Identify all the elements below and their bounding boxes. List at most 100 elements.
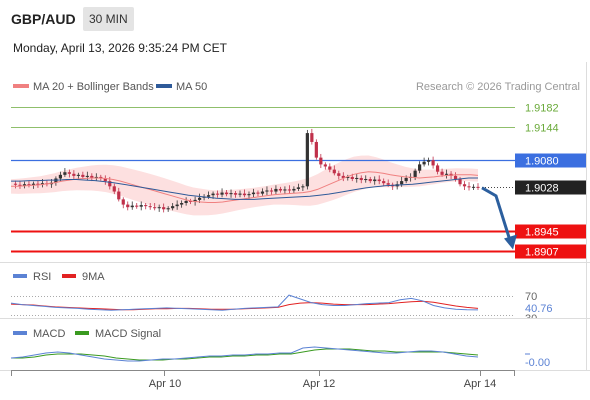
rsi-legend-label: RSI <box>33 271 51 283</box>
candle-body <box>346 176 350 178</box>
candle-body <box>422 161 426 165</box>
x-tick-label: Apr 10 <box>149 378 181 390</box>
candle-body <box>157 207 161 209</box>
candle-body <box>386 183 390 185</box>
candle-body <box>18 184 22 186</box>
candle-body <box>180 203 184 205</box>
candle-body <box>215 193 220 195</box>
rsi-line <box>10 294 479 311</box>
candle-body <box>184 200 188 204</box>
candle-body <box>197 197 202 200</box>
candle-body <box>305 133 309 187</box>
candle-body <box>368 179 372 182</box>
pair-title: GBP/AUD <box>11 11 76 27</box>
candle-body <box>206 195 211 197</box>
rsi-70-label: 70 <box>525 291 537 303</box>
candle-body <box>117 191 121 200</box>
candle-body <box>364 179 368 181</box>
macd-signal-legend-swatch <box>75 331 89 335</box>
candle-body <box>166 208 170 210</box>
candle-body <box>377 179 381 182</box>
candle-body <box>296 187 300 189</box>
candle-body <box>220 192 224 195</box>
candle-body <box>283 189 287 191</box>
forecast-arrow-shaft <box>481 186 512 241</box>
candle-body <box>126 204 130 208</box>
candle-body <box>224 192 229 195</box>
candle-body <box>400 181 404 185</box>
timeframe-button[interactable]: 30 MIN <box>83 7 134 31</box>
ma50-line <box>11 177 478 200</box>
candle-body <box>458 179 462 185</box>
candle-body <box>453 175 458 180</box>
candle-body <box>85 175 89 177</box>
candle-body <box>332 169 336 174</box>
candle-body <box>193 199 197 202</box>
candle-body <box>211 193 215 196</box>
candle-body <box>238 193 242 195</box>
candle-body <box>444 173 449 175</box>
candle-body <box>58 174 62 179</box>
candle-body <box>251 192 256 195</box>
candle-body <box>72 173 76 176</box>
candle-body <box>431 160 435 166</box>
candle-body <box>153 207 157 209</box>
candle-body <box>13 183 18 185</box>
candle-body <box>189 200 193 202</box>
forecast-arrow <box>481 186 517 250</box>
macd-legend-swatch <box>13 331 27 335</box>
level-value-label: 1.8907 <box>525 247 559 259</box>
rsi-ma-legend-swatch <box>62 274 76 278</box>
rsi-ma-legend-label: 9MA <box>82 271 105 283</box>
macd-lines <box>10 346 479 362</box>
level-value-box <box>515 244 586 259</box>
level-value-label: 1.9182 <box>525 103 559 115</box>
candle-body <box>278 188 283 191</box>
candle-body <box>148 206 152 208</box>
candle-body <box>355 177 359 180</box>
level-value-box <box>515 224 586 239</box>
rsi-legend-swatch <box>13 274 27 278</box>
candle-body <box>301 186 305 188</box>
rsi-lines <box>10 294 479 311</box>
candle-body <box>171 206 175 209</box>
candle-body <box>81 174 85 177</box>
candle-body <box>103 178 107 182</box>
macd-value-label: -0.00 <box>525 357 550 369</box>
macd-legend-label: MACD <box>33 328 65 340</box>
candle-body <box>337 173 341 176</box>
level-value-box <box>515 180 586 195</box>
candle-body <box>413 170 417 177</box>
level-value-label: 1.9028 <box>525 183 559 195</box>
timestamp: Monday, April 13, 2026 9:35:24 PM CET <box>13 41 227 55</box>
candle-body <box>471 186 476 188</box>
key-levels: 1.9182 1.9144 1.9080 1.9028 1.8945 1.8907 <box>11 103 586 259</box>
candle-body <box>36 183 40 185</box>
macd-signal-legend-label: MACD Signal <box>95 328 161 340</box>
candle-body <box>229 193 233 195</box>
candle-body <box>63 172 67 175</box>
candle-body <box>476 186 480 188</box>
candle-body <box>427 160 431 162</box>
candle-body <box>435 165 440 172</box>
candle-body <box>269 190 274 192</box>
candle-body <box>467 186 471 188</box>
candle-body <box>328 166 332 170</box>
candle-body <box>31 183 36 186</box>
candle-body <box>108 181 112 187</box>
candle-body <box>323 164 327 167</box>
ma50-legend-swatch <box>156 84 172 88</box>
candle-body <box>233 193 238 195</box>
ma20-legend-swatch <box>13 84 29 88</box>
candle-body <box>440 171 444 175</box>
candle-body <box>404 177 408 182</box>
candle-body <box>373 179 377 182</box>
ma50-legend-label: MA 50 <box>176 81 207 93</box>
candle-body <box>260 191 265 194</box>
macd-signal-line <box>11 348 479 361</box>
candle-body <box>341 175 345 178</box>
moving-averages <box>11 171 479 203</box>
candle-body <box>139 205 143 207</box>
x-tick-label: Apr 12 <box>303 378 335 390</box>
